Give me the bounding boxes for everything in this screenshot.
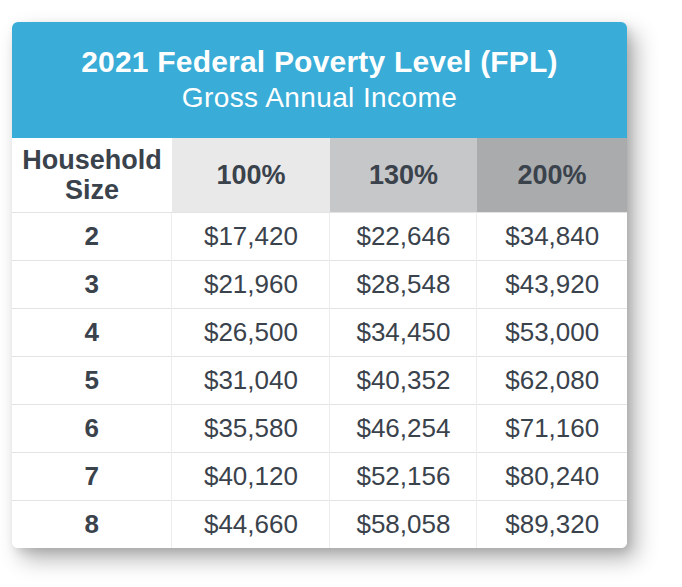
col-header-household-size: Household Size: [12, 138, 172, 212]
household-size-cell: 2: [12, 212, 172, 260]
value-cell-200pct: $80,240: [477, 452, 627, 500]
table-row: 4 $26,500 $34,450 $53,000: [12, 308, 627, 356]
table-row: 5 $31,040 $40,352 $62,080: [12, 356, 627, 404]
col-header-100pct: 100%: [172, 138, 330, 212]
household-size-cell: 4: [12, 308, 172, 356]
value-cell-130pct: $52,156: [330, 452, 477, 500]
page: 2021 Federal Poverty Level (FPL) Gross A…: [0, 0, 682, 587]
banner-subtitle: Gross Annual Income: [182, 81, 457, 115]
col-header-130pct: 130%: [330, 138, 477, 212]
value-cell-100pct: $26,500: [172, 308, 330, 356]
value-cell-130pct: $40,352: [330, 356, 477, 404]
value-cell-100pct: $31,040: [172, 356, 330, 404]
household-size-cell: 7: [12, 452, 172, 500]
value-cell-100pct: $40,120: [172, 452, 330, 500]
header-row: Household Size 100% 130% 200%: [12, 138, 627, 212]
value-cell-200pct: $53,000: [477, 308, 627, 356]
household-size-cell: 8: [12, 500, 172, 548]
value-cell-100pct: $44,660: [172, 500, 330, 548]
table-row: 3 $21,960 $28,548 $43,920: [12, 260, 627, 308]
value-cell-130pct: $46,254: [330, 404, 477, 452]
household-size-cell: 3: [12, 260, 172, 308]
value-cell-200pct: $43,920: [477, 260, 627, 308]
value-cell-100pct: $21,960: [172, 260, 330, 308]
table-row: 8 $44,660 $58,058 $89,320: [12, 500, 627, 548]
household-size-cell: 5: [12, 356, 172, 404]
table-row: 7 $40,120 $52,156 $80,240: [12, 452, 627, 500]
value-cell-130pct: $58,058: [330, 500, 477, 548]
table-row: 6 $35,580 $46,254 $71,160: [12, 404, 627, 452]
fpl-table: Household Size 100% 130% 200% 2 $17,420 …: [12, 138, 627, 548]
value-cell-100pct: $35,580: [172, 404, 330, 452]
col-header-200pct: 200%: [477, 138, 627, 212]
value-cell-100pct: $17,420: [172, 212, 330, 260]
value-cell-200pct: $89,320: [477, 500, 627, 548]
value-cell-200pct: $62,080: [477, 356, 627, 404]
household-size-cell: 6: [12, 404, 172, 452]
value-cell-130pct: $28,548: [330, 260, 477, 308]
fpl-card: 2021 Federal Poverty Level (FPL) Gross A…: [12, 22, 627, 548]
value-cell-200pct: $34,840: [477, 212, 627, 260]
value-cell-200pct: $71,160: [477, 404, 627, 452]
value-cell-130pct: $22,646: [330, 212, 477, 260]
banner-title: 2021 Federal Poverty Level (FPL): [81, 45, 558, 80]
table-row: 2 $17,420 $22,646 $34,840: [12, 212, 627, 260]
banner: 2021 Federal Poverty Level (FPL) Gross A…: [12, 22, 627, 138]
value-cell-130pct: $34,450: [330, 308, 477, 356]
